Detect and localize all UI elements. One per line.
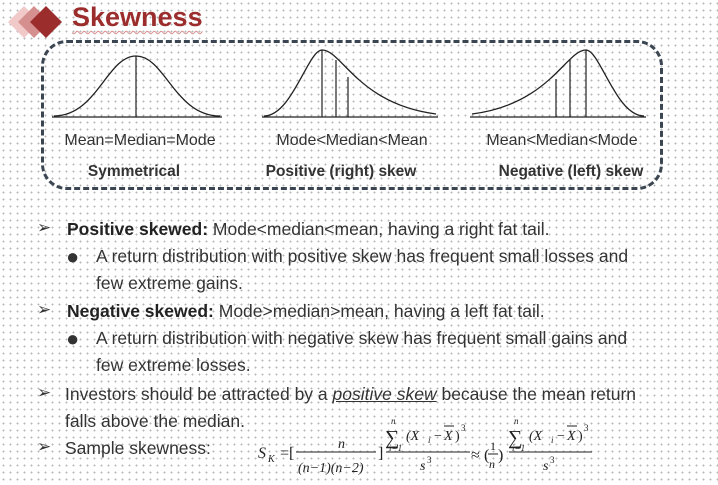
svg-text:i: i	[428, 435, 431, 445]
negative-skew-text: Mode>median>mean, having a left fat tail…	[213, 301, 545, 321]
positive-skew-detail-line2: few extreme gains.	[96, 273, 243, 293]
negative-skew-term: Negative skewed:	[67, 301, 214, 321]
svg-text:3: 3	[461, 423, 466, 433]
arrow-bullet-icon: ➢	[37, 383, 52, 402]
arrow-bullet-icon: ➢	[37, 300, 52, 319]
svg-text:i=1: i=1	[512, 443, 525, 453]
investors-text-before: Investors should be attracted by a	[65, 384, 333, 404]
svg-text:n: n	[489, 457, 495, 471]
arrow-bullet-icon: ➢	[37, 437, 52, 456]
svg-text:n: n	[514, 418, 519, 426]
svg-text:S: S	[258, 445, 266, 462]
negative-skew-caption: Mean<Median<Mode	[486, 132, 638, 149]
svg-text:(: (	[484, 447, 489, 464]
diamond-logo-icon	[8, 6, 62, 38]
negative-skew-detail-line1: A return distribution with negative skew…	[96, 328, 628, 348]
svg-text:s: s	[543, 459, 549, 474]
round-bullet-icon: ●	[66, 326, 80, 351]
sample-skewness-label: Sample skewness:	[65, 438, 211, 458]
svg-text:i: i	[551, 435, 554, 445]
negative-skew-curve	[470, 49, 646, 118]
svg-text:−: −	[557, 429, 565, 444]
svg-text:i=1: i=1	[389, 443, 402, 453]
symmetrical-caption: Mean=Median=Mode	[64, 132, 216, 149]
svg-text:]: ]	[378, 445, 383, 462]
svg-text:(X: (X	[406, 429, 420, 444]
symmetrical-label: Symmetrical	[87, 163, 181, 180]
svg-text:1: 1	[490, 439, 496, 453]
svg-text:): )	[578, 429, 583, 444]
svg-text:(n−1)(n−2): (n−1)(n−2)	[298, 461, 364, 476]
investors-point-line2: falls above the median.	[65, 411, 245, 431]
svg-text:−: −	[434, 429, 442, 444]
svg-text:3: 3	[584, 423, 589, 433]
svg-text:=[: =[	[280, 445, 294, 462]
investors-point-line1: Investors should be attracted by a posit…	[65, 384, 636, 405]
positive-skew-term: Positive skewed:	[67, 219, 209, 239]
positive-skew-caption: Mode<Median<Mean	[276, 132, 428, 149]
negative-skew-label: Negative (left) skew	[498, 163, 644, 180]
sample-skewness-formula: S K =[ n (n−1)(n−2) ] n ∑ i=1 (X i − X )…	[258, 418, 592, 476]
svg-text:∑: ∑	[508, 427, 522, 449]
svg-text:n: n	[391, 418, 396, 426]
svg-text:n: n	[338, 437, 345, 452]
round-bullet-icon: ●	[66, 244, 80, 269]
svg-text:): )	[455, 429, 460, 444]
arrow-bullet-icon: ➢	[37, 218, 52, 237]
page-title: Skewness	[72, 2, 203, 32]
svg-text:3: 3	[427, 455, 432, 465]
negative-skew-point: Negative skewed: Mode>median>mean, havin…	[67, 301, 545, 322]
svg-text:X: X	[566, 429, 576, 444]
symmetrical-curve	[52, 55, 222, 118]
distribution-panel	[41, 40, 663, 190]
svg-text:∑: ∑	[385, 427, 399, 449]
positive-skew-emphasis: positive skew	[332, 384, 437, 404]
investors-text-after: because the mean return	[436, 384, 637, 404]
positive-skew-detail-line1: A return distribution with positive skew…	[96, 246, 629, 266]
svg-text:s: s	[420, 459, 426, 474]
svg-text:X: X	[443, 429, 453, 444]
svg-text:≈: ≈	[471, 447, 480, 464]
svg-text:): )	[498, 447, 503, 464]
negative-skew-detail-line2: few extreme losses.	[96, 355, 251, 375]
positive-skew-label: Positive (right) skew	[265, 163, 417, 180]
positive-skew-text: Mode<median<mean, having a right fat tai…	[208, 219, 550, 239]
svg-text:3: 3	[550, 455, 555, 465]
positive-skew-curve	[262, 49, 438, 118]
svg-text:(X: (X	[529, 429, 543, 444]
positive-skew-point: Positive skewed: Mode<median<mean, havin…	[67, 219, 550, 240]
svg-text:K: K	[267, 454, 276, 465]
